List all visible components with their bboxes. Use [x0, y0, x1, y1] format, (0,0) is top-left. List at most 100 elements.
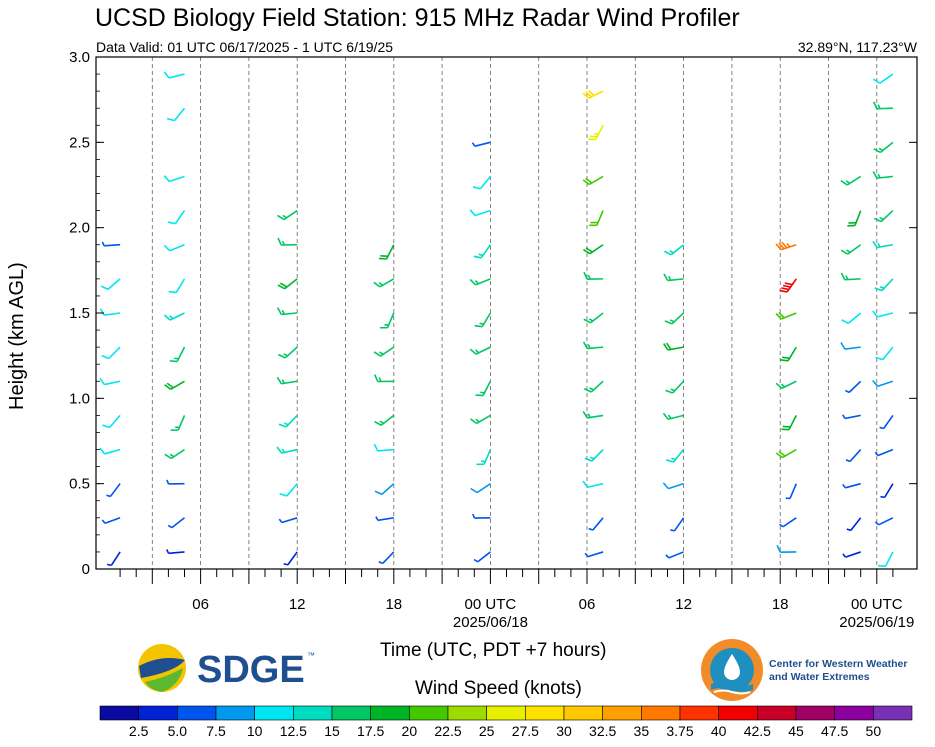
- cw3e-text-line1: Center for Western Weather: [769, 658, 907, 670]
- wind-barb: [170, 415, 186, 431]
- wind-barb: [582, 89, 604, 99]
- wind-barb: [582, 480, 604, 489]
- wind-barb: [779, 517, 797, 528]
- colorbar-label: 32.5: [589, 723, 616, 739]
- wind-barb: [101, 241, 121, 247]
- wind-barb: [845, 448, 862, 463]
- wind-barb: [877, 551, 894, 567]
- y-tick-label: 3.0: [69, 49, 90, 66]
- wind-barb: [665, 449, 685, 463]
- colorbar-swatch: [293, 705, 333, 721]
- wind-barb: [583, 380, 604, 393]
- wind-barb: [378, 244, 395, 260]
- wind-barb: [469, 346, 491, 355]
- x-axis-label: Time (UTC, PDT +7 hours): [380, 640, 607, 661]
- wind-barb: [277, 278, 298, 290]
- wind-barb: [872, 101, 893, 110]
- wind-barb: [99, 447, 121, 455]
- y-tick-label: 0.5: [69, 476, 90, 493]
- wind-barb: [665, 380, 685, 394]
- colorbar-label: 42.5: [744, 723, 771, 739]
- x-tick-label: 12: [675, 596, 692, 613]
- plot-frame: [95, 56, 918, 570]
- wind-barb: [474, 312, 492, 328]
- wind-barb: [476, 449, 492, 466]
- wind-barb: [472, 513, 491, 519]
- wind-barb: [276, 446, 298, 454]
- colorbar-label: 45: [788, 723, 804, 739]
- wind-barb: [840, 175, 862, 186]
- colorbar-swatch: [679, 705, 719, 721]
- wind-barb: [276, 307, 298, 316]
- colorbar: 2.5 5.0 7.5 10 12.5 15 17.5 20 22.5 25 27.5 30 32.5 3…: [99, 705, 913, 739]
- wind-barb: [276, 376, 298, 385]
- colorbar-label: 15: [324, 723, 340, 739]
- wind-barb: [471, 141, 491, 147]
- wind-barb: [663, 342, 684, 351]
- colorbar-swatch: [177, 705, 217, 721]
- wind-barb: [99, 377, 121, 386]
- wind-barb: [583, 244, 604, 255]
- wind-barb: [278, 414, 298, 428]
- sdge-logo: SDGE ™: [135, 642, 325, 694]
- colorbar-label: 50: [866, 723, 882, 739]
- x-tick-label: 00 UTC: [465, 596, 517, 613]
- x-tick-date-label: 2025/06/19: [839, 614, 914, 631]
- wind-barb: [775, 448, 797, 459]
- wind-barb: [840, 272, 861, 281]
- cw3e-text-line2: and Water Extremes: [769, 671, 870, 683]
- wind-barb: [779, 278, 797, 293]
- wind-barb: [163, 175, 185, 183]
- data-valid-subtitle: Data Valid: 01 UTC 06/17/2025 - 1 UTC 6/…: [96, 39, 394, 55]
- wind-barb: [169, 346, 186, 363]
- wind-barb: [874, 448, 894, 457]
- wind-barb: [373, 374, 394, 383]
- wind-barb: [582, 411, 604, 419]
- colorbar-swatch: [99, 705, 139, 721]
- colorbar-label: 30: [556, 723, 572, 739]
- colorbar-label: 22.5: [434, 723, 461, 739]
- wind-barb: [776, 544, 797, 554]
- wind-barb: [472, 175, 492, 190]
- wind-barb: [167, 517, 185, 529]
- wind-barb: [584, 448, 604, 462]
- colorbar-swatch: [525, 705, 565, 721]
- wind-barb: [283, 551, 298, 566]
- wind-barb: [665, 551, 684, 559]
- wind-barb: [664, 244, 685, 256]
- sdge-logo-text: SDGE: [197, 649, 305, 691]
- wind-barb: [277, 209, 298, 221]
- wind-barb: [163, 71, 185, 79]
- wind-barb: [166, 479, 185, 485]
- wind-barb: [584, 551, 604, 558]
- wind-barb: [582, 175, 604, 186]
- colorbar-swatch: [486, 705, 526, 721]
- wind-barb: [582, 341, 604, 350]
- wind-barb: [373, 278, 395, 288]
- y-tick-label: 1.0: [69, 390, 90, 407]
- colorbar-swatch: [138, 705, 178, 721]
- wind-barb: [469, 278, 491, 286]
- colorbar-label: 3.75: [666, 723, 693, 739]
- wind-barb: [872, 171, 893, 179]
- wind-barb: [375, 516, 394, 522]
- colorbar-label: 35: [634, 723, 650, 739]
- wind-barb: [106, 483, 121, 498]
- wind-barb: [844, 380, 862, 394]
- wind-barb: [163, 312, 185, 321]
- x-tick-label: 06: [192, 596, 209, 613]
- wind-barb: [880, 483, 894, 499]
- wind-barb: [279, 483, 298, 497]
- wind-barb: [872, 379, 894, 387]
- y-tick-label: 0: [82, 561, 90, 578]
- wind-barb: [873, 210, 894, 223]
- wind-barb: [374, 483, 395, 496]
- wind-barb: [100, 278, 121, 291]
- colorbar-swatch: [331, 705, 371, 721]
- wind-barb: [874, 278, 894, 292]
- wind-barb: [775, 311, 797, 320]
- colorbar-swatch: [447, 705, 487, 721]
- colorbar-label: 27.5: [512, 723, 539, 739]
- wind-barb: [840, 342, 861, 350]
